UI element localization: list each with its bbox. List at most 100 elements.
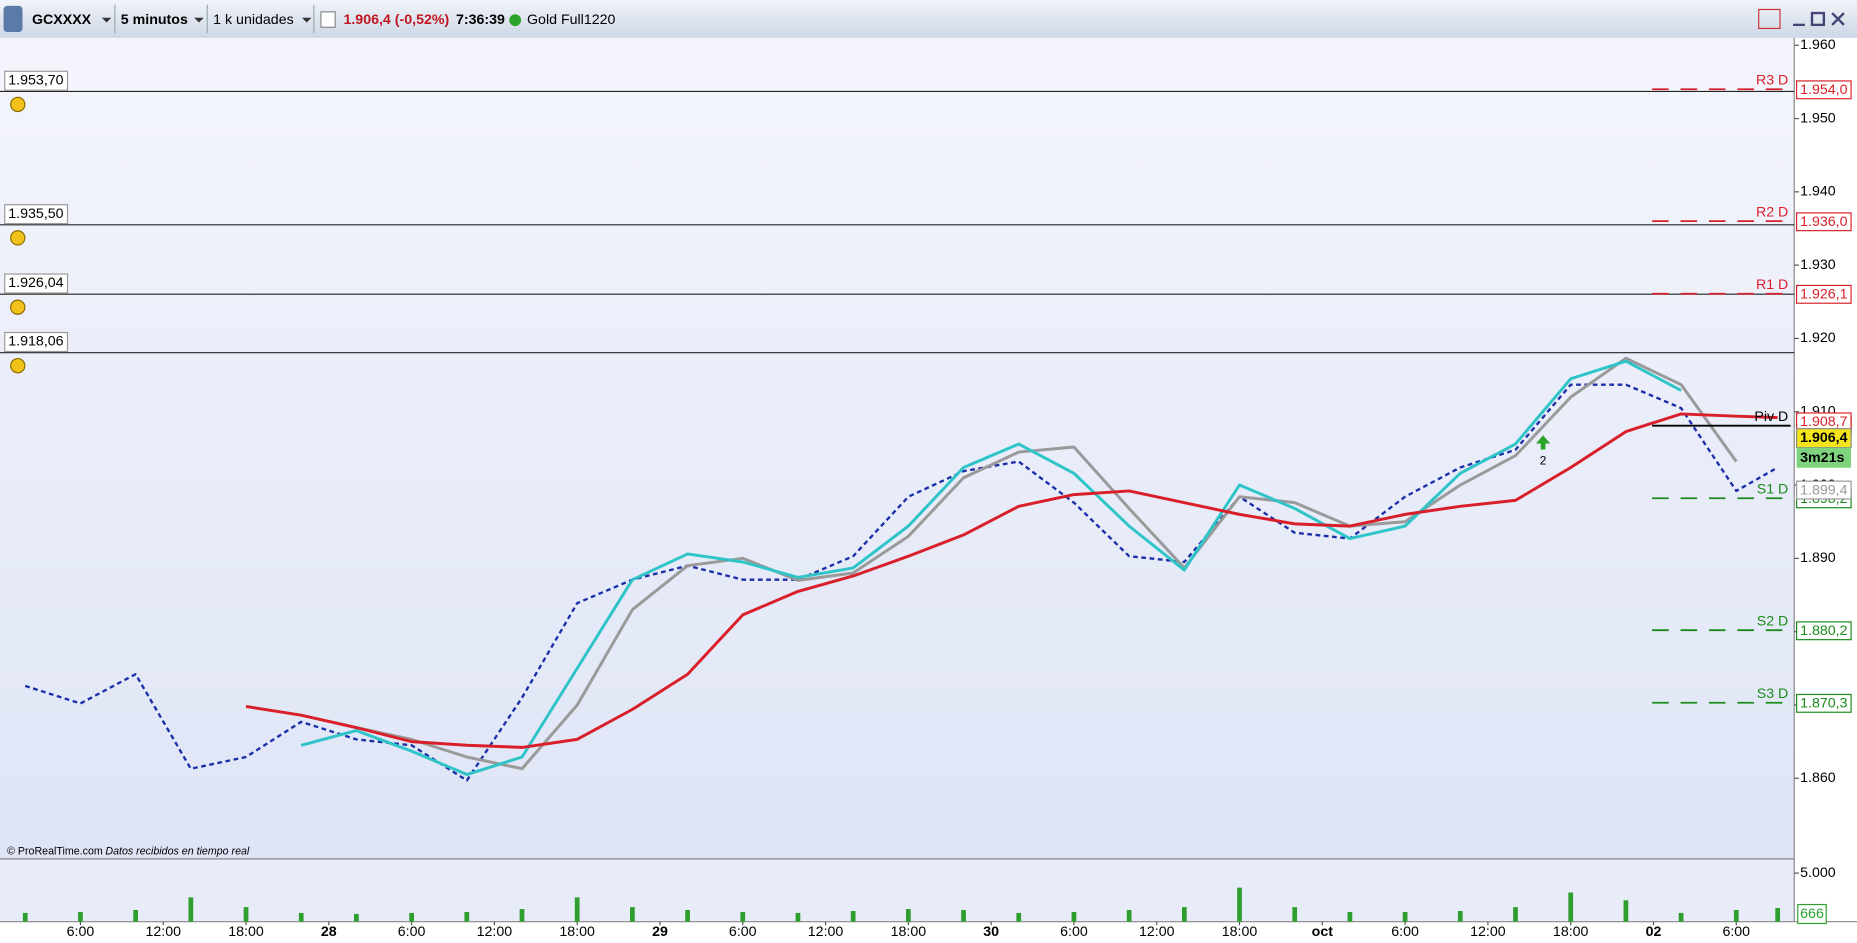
volume-bar (740, 911, 746, 922)
close-button[interactable] (1831, 12, 1845, 26)
dropdown-arrow[interactable] (301, 17, 312, 23)
pivot-name: S3 D (1757, 686, 1789, 702)
level-label-box (4, 331, 69, 353)
buy-arrow (1535, 435, 1551, 450)
timer: 3m21s (1800, 450, 1844, 466)
alert-bell (10, 299, 26, 315)
timeframe[interactable]: 5 minutos (121, 12, 188, 28)
x-tick-label: 12:00 (808, 924, 844, 940)
price-badge-label: 1.908,7 (1800, 414, 1847, 430)
volume-bar (1513, 907, 1518, 922)
volume-bar (409, 912, 414, 922)
pivot-label: 1.870,3 (1800, 696, 1847, 712)
x-tick-label: 29 (652, 924, 668, 940)
y-tick-label: 1.950 (1800, 110, 1836, 126)
volume-bar (1237, 887, 1242, 922)
volume-bar (243, 907, 249, 922)
pivot-badge (1796, 80, 1852, 100)
volume-bar (1126, 910, 1132, 922)
volume-bar (630, 907, 635, 922)
volume-bar (1775, 908, 1781, 922)
x-tick-label: 18:00 (891, 924, 927, 940)
current-price: 1.906,4 (1800, 430, 1847, 446)
volume-bar (464, 911, 470, 922)
x-tick-label: 6:00 (67, 924, 95, 940)
note: Datos recibidos en tiempo real (105, 846, 250, 858)
volume-bar (1292, 907, 1298, 922)
pivot-name: R2 D (1756, 205, 1788, 221)
volume-bar (1402, 911, 1408, 922)
x-tick-label: 6:00 (398, 924, 426, 940)
volume-bar (1016, 912, 1022, 922)
x-tick-label: 12:00 (1139, 924, 1175, 940)
pivot-label: 1.926,1 (1800, 287, 1847, 303)
sync-button[interactable] (1758, 8, 1781, 30)
pivot-badge (1796, 621, 1852, 641)
y-tick-label: 5.000 (1800, 865, 1836, 881)
volume-bar (78, 911, 83, 922)
x-tick-label: 18:00 (228, 924, 264, 940)
volume-bar (298, 912, 304, 922)
pivot-label: 1.880,2 (1800, 623, 1847, 639)
info-icon[interactable] (320, 11, 336, 28)
volume-bar (188, 897, 194, 922)
price-panel (0, 37, 1795, 859)
level-label-box (4, 70, 69, 91)
pivot-label: 1.936,0 (1800, 214, 1847, 230)
x-tick-label: 18:00 (1222, 924, 1258, 940)
volume-bar (519, 909, 525, 922)
y-tick-label: 1.860 (1800, 770, 1836, 786)
volume-bar (133, 910, 138, 922)
x-tick-label: 6:00 (1722, 924, 1750, 940)
x-tick-label: 18:00 (1553, 924, 1589, 940)
symbol[interactable]: GCXXXX (32, 12, 92, 28)
size[interactable]: 1 k unidades (213, 12, 294, 28)
x-tick-label: oct (1312, 924, 1334, 940)
pivot-label: 1.954,0 (1800, 82, 1847, 98)
volume-badge (1797, 903, 1827, 925)
pivot-name: Piv D (1754, 409, 1788, 425)
price-change: 1.906,4 (-0,52%) (343, 12, 449, 28)
alert-bell (10, 230, 26, 246)
y-axis-area (1794, 37, 1857, 922)
x-tick-label: 6:00 (1060, 924, 1088, 940)
dropdown-arrow[interactable] (194, 17, 204, 23)
x-tick-label: 18:00 (559, 924, 595, 940)
status-dot (509, 14, 522, 27)
timer-badge (1796, 447, 1852, 468)
volume-bar (1568, 892, 1574, 922)
y-tick-label: 1.930 (1800, 257, 1836, 273)
level-label: 1.918,06 (8, 334, 63, 350)
volume-bar (354, 913, 359, 922)
volume-panel (0, 858, 1795, 922)
volume-current: 666 (1800, 906, 1824, 922)
volume-bar (574, 897, 580, 922)
pivot-badge (1796, 212, 1852, 232)
level-label: 1.926,04 (8, 275, 63, 291)
volume-bar (685, 910, 690, 922)
level-label-box (4, 273, 69, 294)
pivot-badge (1796, 284, 1852, 304)
x-tick-label: 12:00 (477, 924, 513, 940)
alert-bell (10, 357, 26, 374)
volume-bar (905, 909, 911, 922)
volume-bar (1181, 907, 1187, 922)
volume-bar (1071, 911, 1077, 922)
maximize-button[interactable] (1810, 11, 1826, 27)
pivot-name: R3 D (1756, 73, 1788, 89)
x-tick-label: 02 (1646, 924, 1662, 940)
volume-bar (1623, 900, 1629, 922)
menu-icon[interactable] (3, 5, 23, 32)
volume-bar (850, 910, 856, 922)
x-tick-label: 12:00 (1470, 924, 1506, 940)
series-line (300, 359, 1682, 777)
alert-bell (10, 96, 26, 113)
x-tick-label: 30 (983, 924, 999, 940)
dropdown-arrow[interactable] (101, 17, 112, 23)
y-tick-label: 1.940 (1800, 184, 1836, 200)
pivot-name: S1 D (1757, 482, 1789, 498)
volume-bar (961, 910, 966, 922)
volume-bar (1347, 911, 1353, 922)
volume-bar (1733, 910, 1739, 922)
